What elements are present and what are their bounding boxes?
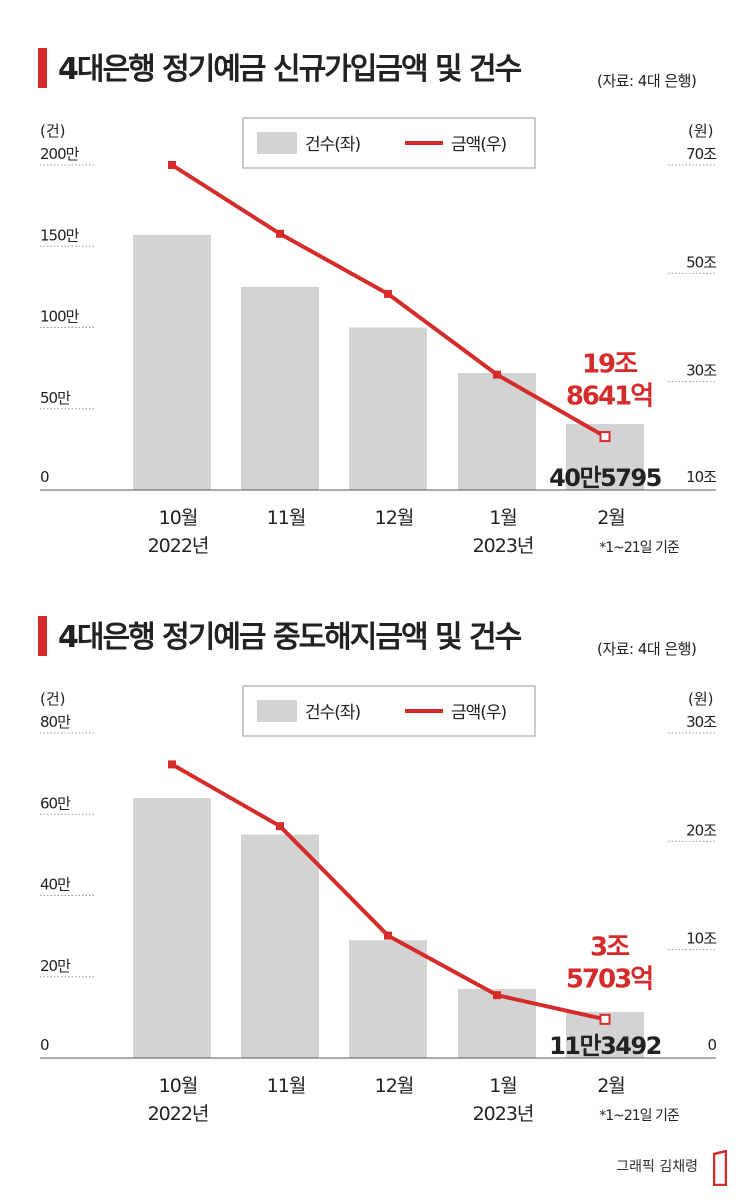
- line-point: [493, 991, 501, 1000]
- chart-panel-new-deposits: 4대은행 정기예금 신규가입금액 및 건수 (자료: 4대 은행) (건) (원…: [0, 0, 752, 560]
- line-last-label-2: 5703억: [566, 964, 652, 994]
- year-label: 2023년: [473, 1103, 534, 1125]
- line-point: [276, 822, 284, 831]
- chart-panel-early-termination: 4대은행 정기예금 중도해지금액 및 건수 (자료: 4대 은행) (건) (원…: [0, 568, 752, 1128]
- chart-source: (자료: 4대 은행): [597, 640, 697, 658]
- left-tick-label: 200만: [40, 145, 80, 163]
- legend-line-label: 금액(우): [451, 703, 507, 723]
- line-last-label-1: 3조: [590, 932, 630, 962]
- chart-title: 4대은행 정기예금 중도해지금액 및 건수: [58, 620, 522, 655]
- legend-bar-swatch: [257, 700, 297, 722]
- chart-source: (자료: 4대 은행): [597, 72, 697, 90]
- left-tick-label: 100만: [40, 308, 80, 326]
- category-label: 10월: [159, 1075, 198, 1097]
- left-tick-label: 60만: [40, 794, 71, 812]
- left-tick-label: 50만: [40, 389, 71, 407]
- right-axis-unit: (원): [688, 122, 714, 140]
- bar-12월: [349, 327, 427, 490]
- line-last-label-2: 8641억: [566, 382, 652, 412]
- bar-11월: [241, 286, 319, 490]
- right-tick-label: 10조: [686, 468, 717, 486]
- legend-bar-label: 건수(좌): [305, 703, 361, 723]
- title-accent-bar: [38, 48, 47, 88]
- category-label: 10월: [159, 507, 198, 529]
- left-tick-label: 40만: [40, 876, 71, 894]
- right-tick-label: 0: [707, 1036, 716, 1054]
- line-point: [384, 289, 392, 298]
- right-tick-label: 30조: [686, 362, 717, 380]
- right-tick-label: 30조: [686, 713, 717, 731]
- publisher-logo-icon: [713, 1150, 727, 1186]
- line-last-label-1: 19조: [582, 350, 638, 380]
- left-tick-label: 150만: [40, 226, 80, 244]
- line-point-last: [599, 1013, 611, 1025]
- category-label: 12월: [375, 507, 414, 529]
- right-tick-label: 50조: [686, 253, 717, 271]
- left-axis-unit: (건): [40, 690, 66, 708]
- graphic-credit: 그래픽 김채령: [616, 1159, 698, 1175]
- line-point: [168, 161, 176, 169]
- bar-10월: [133, 234, 211, 490]
- bar-11월: [241, 834, 319, 1058]
- line-point: [276, 229, 284, 238]
- bar-10월: [133, 798, 211, 1058]
- bar-1월: [458, 373, 536, 490]
- right-tick-label: 10조: [686, 930, 717, 948]
- left-tick-label: 80만: [40, 713, 71, 731]
- footnote-label: *1~21일 기준: [599, 540, 680, 556]
- right-axis-unit: (원): [688, 690, 714, 708]
- legend-line-label: 금액(우): [451, 135, 507, 155]
- category-label: 1월: [489, 507, 517, 529]
- category-label: 2월: [597, 507, 625, 529]
- category-label: 1월: [489, 1075, 517, 1097]
- category-label: 2월: [597, 1075, 625, 1097]
- bar-last-label: 40만5795: [549, 464, 662, 492]
- right-tick-label: 20조: [686, 821, 717, 839]
- bar-12월: [349, 940, 427, 1058]
- chart-title: 4대은행 정기예금 신규가입금액 및 건수: [58, 52, 522, 87]
- category-label: 12월: [375, 1075, 414, 1097]
- line-point: [168, 760, 176, 769]
- year-label: 2022년: [148, 1103, 209, 1125]
- year-label: 2023년: [473, 535, 534, 557]
- left-tick-label: 0: [40, 1036, 49, 1054]
- right-tick-label: 70조: [686, 145, 717, 163]
- line-point: [384, 931, 392, 940]
- footnote-label: *1~21일 기준: [599, 1108, 680, 1124]
- left-tick-label: 20만: [40, 957, 71, 975]
- category-label: 11월: [267, 1075, 306, 1097]
- legend-bar-swatch: [257, 132, 297, 154]
- legend-bar-label: 건수(좌): [305, 135, 361, 155]
- left-axis-unit: (건): [40, 122, 66, 140]
- bar-last-label: 11만3492: [549, 1032, 661, 1060]
- line-point-last: [599, 431, 611, 443]
- left-tick-label: 0: [40, 468, 49, 486]
- year-label: 2022년: [148, 535, 209, 557]
- line-point: [493, 370, 501, 379]
- title-accent-bar: [38, 616, 47, 656]
- category-label: 11월: [267, 507, 306, 529]
